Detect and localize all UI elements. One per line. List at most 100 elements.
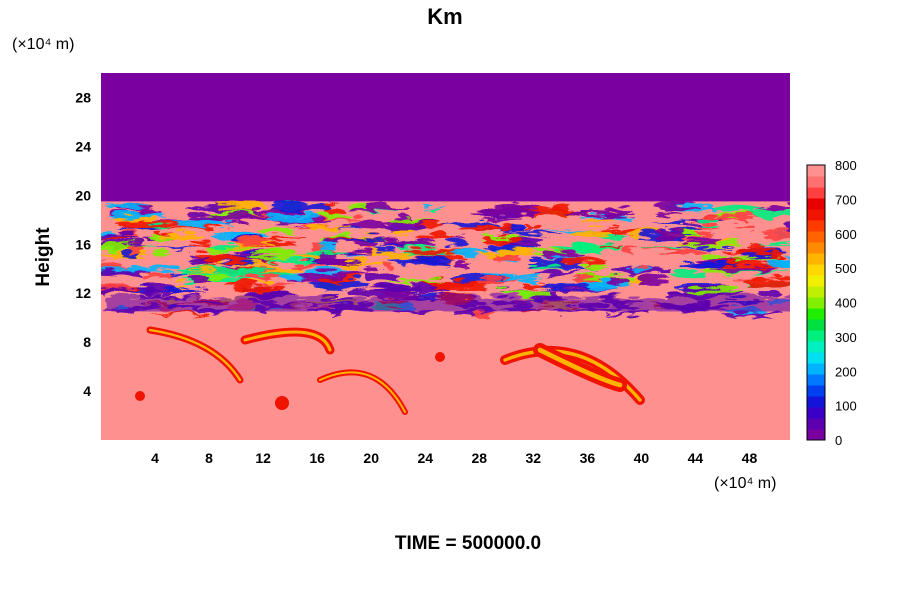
colorbar-swatch [807,242,825,254]
turbulence-cell [493,286,549,293]
turbulence-cell [220,276,253,285]
turbulence-cell [451,246,487,253]
turbulence-cell [596,213,611,218]
turbulence-cell [340,251,362,255]
turbulence-cell [155,283,196,289]
turbulence-cell [477,213,517,218]
turbulence-cell [491,228,506,233]
turbulence-cell [710,199,760,208]
turbulence-cell [116,249,136,254]
turbulence-cell [694,215,716,223]
turbulence-cell [120,242,142,251]
turbulence-cell [122,240,142,243]
colorbar-tick-label: 400 [835,296,857,311]
colorbar-tick-label: 200 [835,364,857,379]
turbulence-cell [359,244,371,247]
turbulence-cell [634,272,664,280]
colorbar-swatch [807,198,825,210]
turbulence-cell [695,251,723,256]
turbulence-cell [636,244,685,248]
turbulence-cell [156,229,201,237]
turbulence-cell [654,226,681,235]
turbulence-cell [759,227,790,236]
turbulence-cell [105,200,144,204]
turbulence-cell [287,259,322,266]
turbulence-cell [186,273,205,280]
x-tick-label: 40 [634,450,650,466]
lower-feature-core-0 [148,328,242,382]
turbulence-cell [101,231,127,235]
y-tick-label: 28 [75,89,91,105]
lower-blob-2 [135,391,145,401]
turbulence-cell [455,220,510,228]
colorbar-tick-label: 600 [835,227,857,242]
turbulence-cell [725,253,777,257]
turbulence-cell [564,239,586,248]
turbulence-cell [599,207,623,215]
turbulence-cell [137,287,167,292]
turbulence-cell [372,235,430,239]
colorbar-swatch [807,385,825,397]
turbulence-cell [653,208,679,213]
turbulence-cell [754,285,782,293]
colorbar-swatch [807,165,825,177]
y-tick-label: 12 [75,285,91,301]
turbulence-cell [138,268,172,274]
turbulence-cell [256,233,305,237]
turbulence-cell [521,220,538,225]
turbulence-cell [349,236,374,243]
turbulence-cell [729,221,753,226]
time-label: TIME = 500000.0 [395,533,541,554]
turbulence-cell [476,274,500,283]
turbulence-cell [171,280,185,284]
turbulence-cell [228,282,281,289]
colorbar-tick-label: 500 [835,261,857,276]
turbulence-cell [686,284,740,291]
colorbar-swatch [807,176,825,188]
y-unit-label: (×10⁴ m) [12,36,74,53]
colorbar-tick-label: 300 [835,330,857,345]
turbulence-cell [305,276,367,285]
y-tick-label: 4 [83,383,91,399]
turbulence-cell [149,243,195,246]
turbulence-cell [314,237,333,247]
turbulence-cell [740,274,790,284]
colorbar-tick-label: 700 [835,192,857,207]
region-2 [101,311,790,440]
turbulence-cell [184,210,217,218]
turbulence-cell [151,247,166,252]
turbulence-cell [313,248,334,255]
turbulence-cell [710,263,772,270]
turbulence-cell [339,216,382,224]
turbulence-cell [557,254,607,261]
turbulence-cell [101,265,146,273]
turbulence-cell [295,268,357,276]
turbulence-cell [259,210,317,219]
colorbar-swatch [807,220,825,232]
turbulence-cell [223,225,250,232]
turbulence-cell [376,259,389,265]
turbulence-cell [578,217,612,222]
x-tick-label: 28 [471,450,487,466]
turbulence-cell [412,229,449,237]
chart-title: Km [427,4,462,29]
colorbar-swatch [807,396,825,408]
colorbar-swatch [807,319,825,331]
turbulence-cell [490,250,512,254]
turbulence-cell [761,255,790,264]
turbulence-cell [441,233,464,242]
turbulence-cell [744,240,760,247]
colorbar-swatch [807,209,825,221]
turbulence-cell [183,252,210,261]
colorbar-swatch [807,374,825,386]
x-unit-label: (×10⁴ m) [714,475,776,492]
turbulence-cell [259,225,290,231]
colorbar-tick-label: 0 [835,433,842,448]
turbulence-cell [593,240,619,244]
turbulence-cell [696,211,752,218]
turbulence-cell [606,272,625,281]
colorbar-swatch [807,352,825,364]
turbulence-cell [392,241,434,245]
turbulence-cell [447,230,464,234]
